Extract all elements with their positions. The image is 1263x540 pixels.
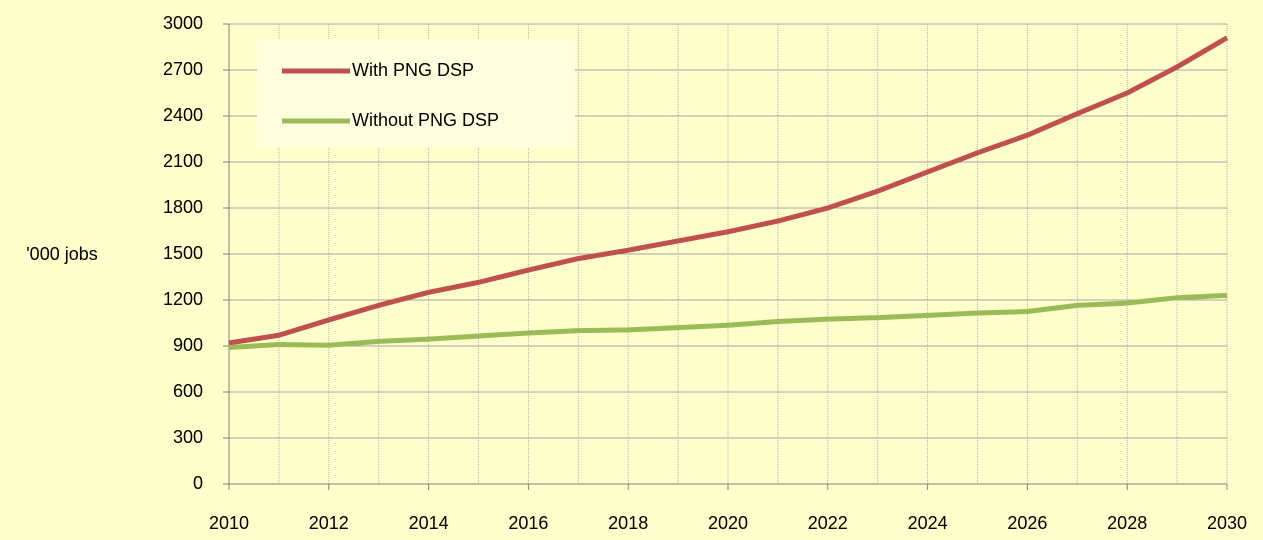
y-tick-label: 600 [173,381,203,401]
y-tick-label: 1800 [163,197,203,217]
x-tick-label: 2018 [608,513,648,533]
legend-box [257,40,575,148]
x-tick-label: 2024 [908,513,948,533]
series-line [228,292,1228,351]
x-tick-label: 2012 [309,513,349,533]
y-tick-label: 2400 [163,105,203,125]
x-tick-label: 2022 [808,513,848,533]
x-tick-label: 2016 [508,513,548,533]
series-line [228,35,1229,346]
legend-label: With PNG DSP [352,60,474,80]
y-tick-label: 900 [173,335,203,355]
y-axis-label: '000 jobs [26,244,98,264]
y-tick-label: 1500 [163,243,203,263]
y-tick-label: 3000 [163,13,203,33]
y-tick-label: 2700 [163,59,203,79]
legend-label: Without PNG DSP [352,110,499,130]
x-tick-label: 2026 [1007,513,1047,533]
x-tick-label: 2014 [409,513,449,533]
x-tick-label: 2020 [708,513,748,533]
x-tick-label: 2010 [209,513,249,533]
y-tick-label: 0 [193,473,203,493]
y-tick-label: 300 [173,427,203,447]
x-tick-label: 2030 [1207,513,1247,533]
y-tick-label: 1200 [163,289,203,309]
x-tick-label: 2028 [1107,513,1147,533]
y-tick-label: 2100 [163,151,203,171]
